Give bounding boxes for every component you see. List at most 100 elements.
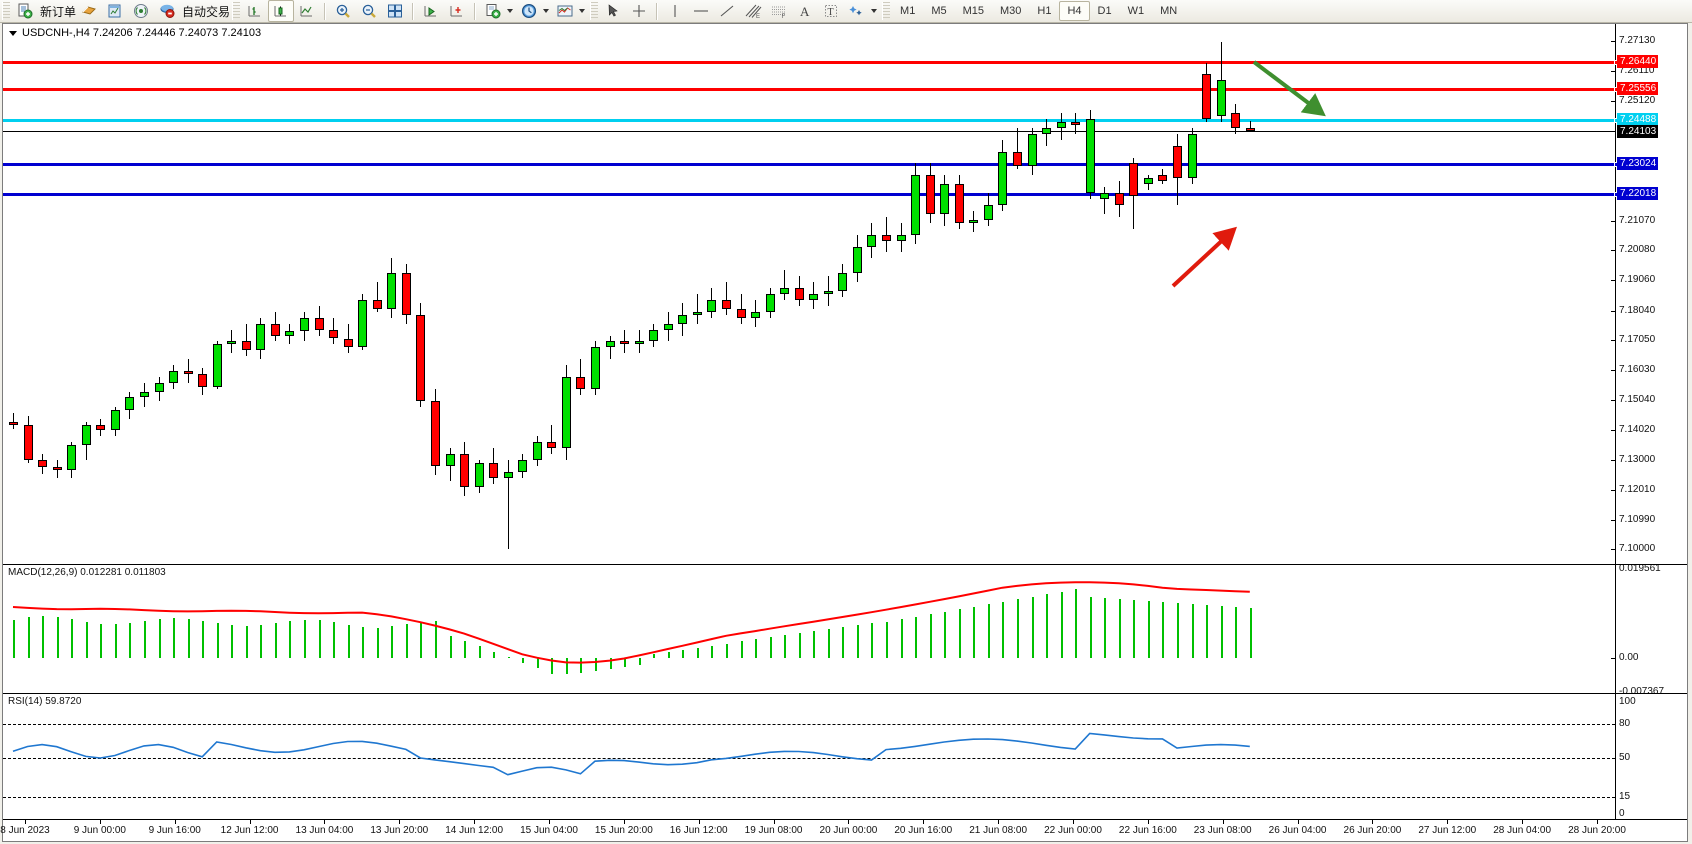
timeframe-w1[interactable]: W1 [1127, 5, 1145, 17]
candle [765, 24, 775, 564]
trendline-icon[interactable] [714, 0, 740, 22]
timeframe-m1[interactable]: M1 [900, 5, 916, 17]
channel-icon[interactable]: E [740, 0, 766, 22]
new-order-label[interactable]: 新订单 [40, 4, 77, 19]
timeframe-d1[interactable]: D1 [1097, 5, 1112, 17]
timeframe-m15[interactable]: M15 [962, 5, 984, 17]
expert-advisors-icon[interactable] [76, 0, 102, 22]
candle [838, 24, 848, 564]
candle [532, 24, 542, 564]
price-label-support-1[interactable]: 7.23024 [1617, 156, 1659, 170]
add-indicator-chevron-down-icon[interactable] [507, 9, 514, 13]
macd-histogram-bar [624, 658, 627, 668]
candle [198, 24, 208, 564]
new-order-icon[interactable] [12, 0, 38, 22]
autotrading-label[interactable]: 自动交易 [182, 4, 231, 19]
macd-histogram-bar [871, 622, 874, 659]
candle [998, 24, 1008, 564]
label-icon[interactable]: T [818, 0, 844, 22]
down-arrow-annotation[interactable] [1249, 56, 1339, 124]
candle [474, 24, 484, 564]
indicators-icon[interactable] [102, 0, 128, 22]
add-indicator-icon[interactable] [480, 0, 506, 22]
time-tick-label: 12 Jun 12:00 [220, 825, 279, 836]
tile-windows-icon[interactable] [382, 0, 408, 22]
toolbar-grip-1[interactable] [2, 2, 10, 20]
objects-icon[interactable] [844, 0, 870, 22]
price-label-last-price[interactable]: 7.24103 [1617, 124, 1659, 138]
macd-pane[interactable]: 0.019561 0.00 -0.007367 MACD(12,26,9) 0.01… [3, 564, 1687, 694]
candle-wick [696, 294, 698, 324]
candle-body [765, 294, 775, 312]
macd-histogram-bar [827, 629, 830, 659]
up-arrow-annotation[interactable] [1169, 224, 1249, 292]
timeframe-m30[interactable]: M30 [1000, 5, 1022, 17]
rsi-axis[interactable] [1615, 694, 1687, 820]
time-tick-mark [998, 820, 1000, 824]
horizontal-line-icon[interactable] [688, 0, 714, 22]
signals-icon[interactable] [128, 0, 154, 22]
templates-icon[interactable] [552, 0, 578, 22]
zoom-out-icon[interactable] [356, 0, 382, 22]
timeframe-m5[interactable]: M5 [931, 5, 947, 17]
auto-scroll-icon[interactable] [418, 0, 444, 22]
vertical-line-icon[interactable] [662, 0, 688, 22]
price-label-support-2[interactable]: 7.22018 [1617, 186, 1659, 200]
candle-wick [609, 335, 611, 360]
candle-body [285, 331, 295, 336]
macd-histogram-bar [42, 616, 45, 659]
candle-body [198, 374, 208, 388]
fibonacci-icon[interactable]: F [766, 0, 792, 22]
macd-histogram-bar [362, 627, 365, 659]
level-line-last-price[interactable] [3, 130, 1615, 132]
candle [329, 24, 339, 564]
zoom-in-icon[interactable] [330, 0, 356, 22]
candle-body [387, 273, 397, 309]
cursor-icon[interactable] [600, 0, 626, 22]
timeframe-h1[interactable]: H1 [1037, 5, 1052, 17]
price-pane[interactable]: 7.27130 7.26110 7.25120 7.21070 7.20080 7.190… [3, 24, 1687, 564]
price-label-resistance-1[interactable]: 7.25556 [1617, 81, 1659, 95]
macd-histogram-bar [784, 635, 787, 659]
chart-window[interactable]: 7.27130 7.26110 7.25120 7.21070 7.20080 7.190… [0, 23, 1688, 842]
time-tick-mark [1372, 820, 1374, 824]
autotrading-icon[interactable] [154, 0, 180, 22]
period-icon[interactable] [516, 0, 542, 22]
time-axis[interactable]: 8 Jun 2023 9 Jun 00:00 9 Jun 16:00 12 Jun 1… [0, 819, 1687, 841]
time-tick-mark [549, 820, 550, 824]
candle [183, 24, 193, 564]
timeframe-h4[interactable]: H4 [1059, 1, 1090, 21]
rsi-pane[interactable]: 100 80 50 15 0 RSI(14) 59.8720 [3, 693, 1687, 820]
candle-wick [551, 424, 553, 455]
candle-body [1085, 118, 1095, 194]
chart-menu-chevron-down-icon[interactable] [9, 30, 17, 36]
toolbar-grip-3[interactable] [590, 2, 599, 20]
line-chart-icon[interactable] [294, 0, 320, 22]
candlestick-chart-icon[interactable] [268, 0, 295, 22]
price-label-bid-line[interactable]: 7.24488 [1617, 113, 1659, 127]
templates-chevron-down-icon[interactable] [579, 9, 586, 13]
objects-chevron-down-icon[interactable] [871, 9, 878, 13]
time-tick-mark [848, 820, 850, 824]
time-tick-label: 9 Jun 00:00 [73, 825, 126, 836]
candle [1100, 24, 1110, 564]
toolbar-grip-4[interactable] [882, 2, 891, 20]
candle [154, 24, 164, 564]
candle-body [547, 442, 557, 449]
time-tick-mark [324, 820, 326, 824]
candle-body [9, 421, 18, 425]
crosshair-icon[interactable] [626, 0, 652, 22]
timeframe-mn[interactable]: MN [1160, 5, 1178, 17]
candle-body [1100, 193, 1110, 200]
price-label-resistance-2[interactable]: 7.26440 [1617, 55, 1659, 69]
period-chevron-down-icon[interactable] [543, 9, 550, 13]
text-icon[interactable]: A [792, 0, 818, 22]
bar-chart-icon[interactable] [242, 0, 268, 22]
macd-axis[interactable] [1615, 565, 1687, 694]
toolbar-grip-2[interactable] [232, 2, 241, 20]
candle-body [940, 184, 950, 214]
macd-histogram-bar [973, 606, 976, 659]
chart-shift-icon[interactable] [444, 0, 470, 22]
macd-histogram-bar [536, 658, 539, 669]
candle [81, 24, 91, 564]
